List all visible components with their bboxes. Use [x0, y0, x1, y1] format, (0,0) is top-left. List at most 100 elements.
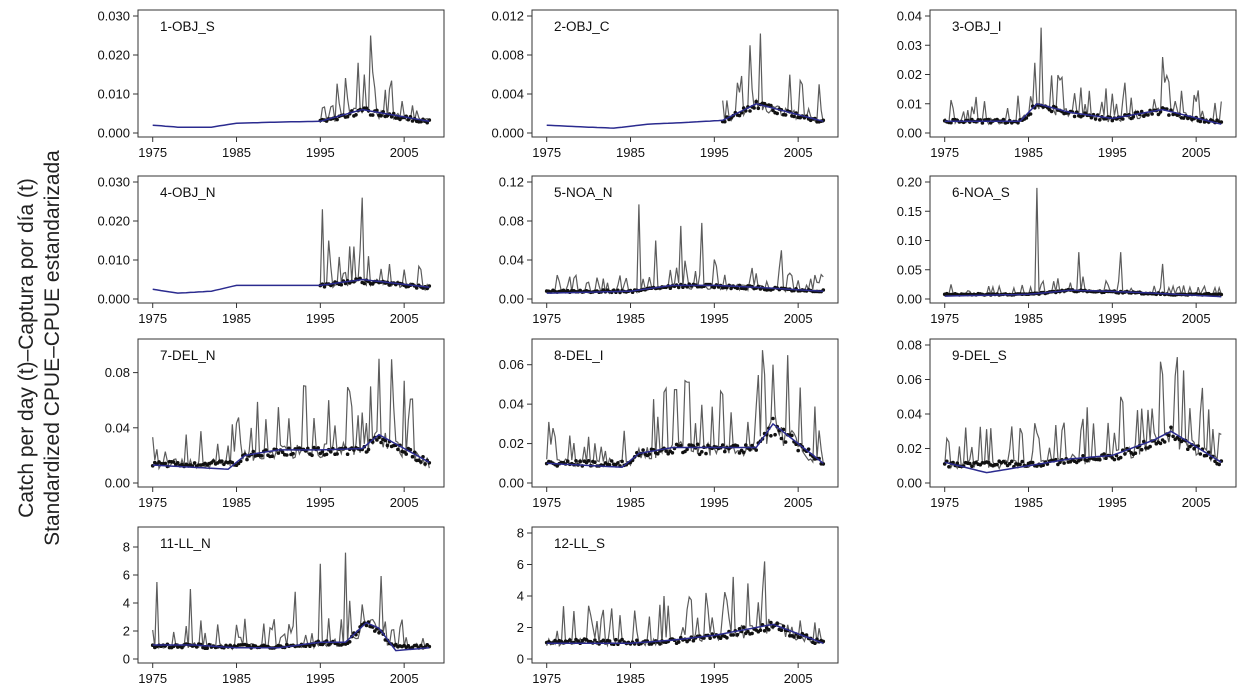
fitted-series-line	[152, 278, 430, 294]
y-tick-label: 2	[123, 624, 130, 639]
observed-point	[568, 638, 572, 642]
observed-point	[366, 447, 371, 452]
fitted-series-line	[944, 102, 1222, 125]
observed-point	[798, 635, 802, 640]
x-tick-label: 1975	[532, 145, 561, 160]
observed-point	[320, 449, 325, 454]
x-tick-label: 1995	[700, 145, 729, 160]
observed-point	[783, 113, 788, 117]
observed-point	[754, 99, 758, 104]
observed-point	[601, 638, 606, 643]
y-tick-label: 0.010	[97, 87, 130, 102]
x-tick-label: 1975	[138, 311, 167, 326]
observed-point	[259, 454, 264, 458]
y-tick-label: 0.06	[897, 372, 922, 387]
observed-point	[1118, 455, 1123, 460]
observed-point	[723, 119, 727, 124]
observed-point	[947, 465, 951, 469]
observed-point	[1167, 113, 1171, 117]
x-tick-label: 1985	[222, 671, 251, 686]
x-tick-label: 2005	[784, 145, 813, 160]
observed-series-line	[319, 35, 430, 124]
observed-point	[1139, 447, 1144, 452]
observed-point	[414, 286, 419, 290]
observed-point	[373, 629, 377, 633]
panel-11-ll_n: 11-LL_N 0 2 4 6 8 1975 1985 1995 2005	[123, 526, 445, 686]
observed-point	[729, 286, 733, 291]
observed-point	[1219, 292, 1224, 297]
observed-point	[735, 632, 740, 637]
x-tick-label: 1975	[532, 671, 561, 686]
observed-series-line	[944, 357, 1222, 470]
observed-point	[370, 282, 375, 286]
observed-point	[614, 637, 618, 642]
y-tick-label: 0.05	[897, 262, 922, 277]
observed-point	[1018, 462, 1022, 467]
panel-title: 2-OBJ_C	[554, 19, 610, 34]
observed-point	[748, 448, 752, 452]
observed-point	[609, 459, 614, 463]
observed-point	[385, 443, 390, 448]
observed-point	[312, 643, 316, 648]
observed-point	[980, 121, 985, 125]
observed-point	[775, 111, 779, 116]
observed-point	[389, 115, 394, 119]
y-tick-label: 0.04	[897, 407, 922, 422]
observed-point	[1156, 112, 1161, 117]
observed-point	[335, 452, 339, 456]
panel-4-obj_n: 4-OBJ_N 0.000 0.010 0.020 0.030 1975 1985 1995 2…	[97, 175, 445, 326]
observed-point	[335, 117, 339, 122]
observed-point	[1186, 447, 1190, 452]
y-tick-label: 0.00	[897, 126, 922, 141]
x-tick-label: 1985	[222, 145, 251, 160]
observed-point	[700, 450, 704, 454]
observed-point	[180, 645, 184, 650]
observed-point	[205, 646, 209, 650]
observed-point	[1028, 112, 1033, 116]
observed-point	[792, 635, 796, 639]
observed-point	[1098, 457, 1102, 462]
observed-point	[1112, 457, 1117, 462]
observed-point	[635, 638, 639, 643]
observed-point	[1213, 459, 1217, 464]
y-tick-label: 0.012	[491, 9, 524, 24]
observed-point	[593, 638, 597, 642]
observed-point	[1198, 119, 1203, 124]
y-tick-label: 0.20	[897, 175, 922, 190]
observed-point	[574, 459, 578, 463]
observed-point	[163, 461, 168, 466]
y-tick-label: 8	[517, 526, 524, 541]
x-tick-label: 1975	[532, 495, 561, 510]
y-tick-label: 0.030	[97, 175, 130, 190]
observed-point	[347, 640, 352, 644]
observed-point	[322, 285, 327, 289]
observed-point	[1162, 440, 1167, 444]
observed-point	[1020, 459, 1024, 464]
observed-point	[1102, 452, 1106, 456]
fitted-series-line	[152, 621, 430, 652]
observed-point	[280, 450, 285, 455]
observed-point	[968, 461, 972, 466]
x-tick-label: 1985	[616, 495, 645, 510]
observed-point	[668, 286, 673, 291]
y-tick-label: 0.00	[897, 292, 922, 307]
observed-point	[251, 449, 256, 454]
observed-point	[708, 636, 712, 640]
observed-point	[1110, 118, 1115, 123]
observed-point	[750, 631, 754, 636]
observed-point	[410, 454, 415, 459]
panel-6-noa_s: 6-NOA_S 0.00 0.05 0.10 0.15 0.20 1975 1985 1995 2…	[897, 175, 1237, 326]
observed-point	[970, 464, 974, 469]
observed-point	[1131, 114, 1136, 119]
panel-title: 12-LL_S	[554, 536, 605, 551]
y-tick-label: 0.000	[491, 126, 524, 141]
y-tick-label: 0.004	[491, 87, 524, 102]
observed-point	[762, 629, 767, 633]
observed-point	[725, 636, 729, 640]
observed-point	[1093, 117, 1098, 121]
panel-title: 1-OBJ_S	[160, 19, 215, 34]
panel-title: 11-LL_N	[160, 536, 211, 551]
x-tick-label: 1975	[930, 311, 959, 326]
y-tick-label: 0.04	[499, 253, 524, 268]
observed-point	[752, 106, 756, 110]
